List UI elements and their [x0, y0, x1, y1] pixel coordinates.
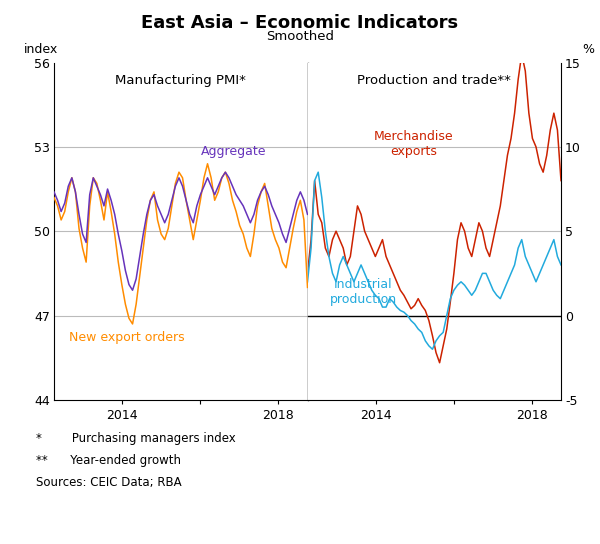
- Text: Industrial
production: Industrial production: [330, 278, 397, 306]
- Text: index: index: [23, 43, 58, 56]
- Text: Sources: CEIC Data; RBA: Sources: CEIC Data; RBA: [36, 476, 182, 489]
- Text: *        Purchasing managers index: * Purchasing managers index: [36, 432, 236, 446]
- Text: New export orders: New export orders: [69, 331, 185, 344]
- Text: East Asia – Economic Indicators: East Asia – Economic Indicators: [142, 14, 458, 32]
- Text: Manufacturing PMI*: Manufacturing PMI*: [115, 75, 246, 88]
- Text: Production and trade**: Production and trade**: [358, 75, 511, 88]
- Text: Merchandise
exports: Merchandise exports: [374, 129, 454, 158]
- Text: **      Year-ended growth: ** Year-ended growth: [36, 454, 181, 467]
- Text: %: %: [582, 43, 594, 56]
- Text: Smoothed: Smoothed: [266, 30, 334, 43]
- Text: Aggregate: Aggregate: [201, 145, 266, 158]
